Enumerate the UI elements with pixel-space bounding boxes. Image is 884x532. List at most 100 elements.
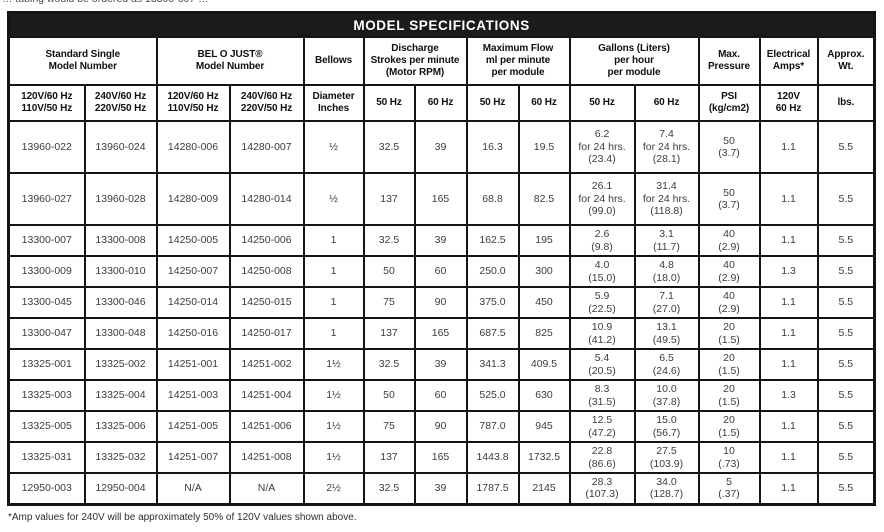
table-cell: 5.5	[816, 317, 876, 350]
table-cell: 82.5	[518, 172, 571, 226]
table-cell: 409.5	[518, 348, 571, 381]
table-cell: 20 (1.5)	[697, 379, 761, 412]
table-cell: 19.5	[518, 120, 571, 174]
table-cell: 1	[302, 224, 365, 257]
table-cell: 75	[362, 410, 416, 443]
table-cell: 3.1 (11.7)	[634, 224, 700, 257]
table-cell: 5.4 (20.5)	[568, 348, 636, 381]
column-subheader: 120V/60 Hz 110V/50 Hz	[7, 84, 86, 122]
table-cell: N/A	[155, 472, 231, 505]
table-cell: 5.5	[816, 379, 876, 412]
table-cell: 13960-024	[84, 120, 158, 174]
table-row: 13325-001 13325-002 14251-001 14251-002 1½ 32…	[7, 348, 876, 381]
column-subheader: lbs.	[816, 84, 876, 122]
table-cell: 20 (1.5)	[697, 348, 761, 381]
table-row: 13325-003 13325-004 14251-003 14251-004 1½ 50…	[7, 379, 876, 412]
table-cell: 10 (.73)	[697, 441, 761, 474]
table-cell: 39	[414, 224, 468, 257]
table-cell: 300	[518, 255, 571, 288]
table-cell: 13960-028	[84, 172, 158, 226]
table-row: 12950-003 12950-004 N/A N/A 2½ 32.5 39 1787.5 21…	[7, 472, 876, 505]
table-cell: 40 (2.9)	[697, 286, 761, 319]
table-cell: 13325-031	[7, 441, 86, 474]
table-cell: 2½	[302, 472, 365, 505]
column-group-header: Discharge Strokes per minute (Motor RPM)	[362, 36, 468, 86]
table-cell: 1732.5	[518, 441, 571, 474]
table-cell: 2.6 (9.8)	[568, 224, 636, 257]
table-cell: 13300-007	[7, 224, 86, 257]
table-cell: 787.0	[465, 410, 520, 443]
table-cell: 60	[414, 255, 468, 288]
table-cell: ½	[302, 120, 365, 174]
table-cell: 7.1 (27.0)	[634, 286, 700, 319]
table-cell: 50 (3.7)	[697, 120, 761, 174]
table-cell: 250.0	[465, 255, 520, 288]
table-cell: 5 (.37)	[697, 472, 761, 505]
table-cell: 165	[414, 172, 468, 226]
table-cell: 5.5	[816, 286, 876, 319]
table-cell: 1	[302, 286, 365, 319]
table-cell: 13300-010	[84, 255, 158, 288]
table-cell: 22.8 (86.6)	[568, 441, 636, 474]
table-cell: 13960-022	[7, 120, 86, 174]
table-cell: 8.3 (31.5)	[568, 379, 636, 412]
table-cell: 14250-015	[229, 286, 305, 319]
table-cell: 13325-005	[7, 410, 86, 443]
table-row: 13300-009 13300-010 14250-007 14250-008 1 50 6…	[7, 255, 876, 288]
table-cell: 137	[362, 441, 416, 474]
table-row: 13960-027 13960-028 14280-009 14280-014 ½ 137…	[7, 172, 876, 226]
table-cell: 5.5	[816, 410, 876, 443]
table-cell: 1	[302, 317, 365, 350]
table-cell: 32.5	[362, 120, 416, 174]
table-cell: 1.1	[758, 286, 819, 319]
column-group-header: Gallons (Liters) per hour per module	[568, 36, 700, 86]
table-cell: 6.2 for 24 hrs. (23.4)	[568, 120, 636, 174]
column-subheader: 50 Hz	[568, 84, 636, 122]
column-subheader: 60 Hz	[518, 84, 571, 122]
table-cell: 1.1	[758, 410, 819, 443]
table-cell: 5.5	[816, 172, 876, 226]
table-cell: 14280-007	[229, 120, 305, 174]
column-subheader: 240V/60 Hz 220V/50 Hz	[84, 84, 158, 122]
table-cell: 14280-014	[229, 172, 305, 226]
column-group-header: Bellows	[302, 36, 365, 86]
column-subheader: 120V/60 Hz 110V/50 Hz	[155, 84, 231, 122]
cropped-top-text-content: … tubing would be ordered as 13300-007 …	[2, 0, 442, 5]
table-cell: N/A	[229, 472, 305, 505]
table-cell: 7.4 for 24 hrs. (28.1)	[634, 120, 700, 174]
table-cell: 13300-048	[84, 317, 158, 350]
table-cell: 1½	[302, 379, 365, 412]
table-cell: 14251-003	[155, 379, 231, 412]
table-cell: 50	[362, 255, 416, 288]
column-subheader: 60 Hz	[414, 84, 468, 122]
table-cell: 50	[362, 379, 416, 412]
table-cell: 40 (2.9)	[697, 224, 761, 257]
table-cell: 5.5	[816, 120, 876, 174]
table-cell: 13300-008	[84, 224, 158, 257]
table-cell: 14250-007	[155, 255, 231, 288]
table-row: 13325-005 13325-006 14251-005 14251-006 1½ 75…	[7, 410, 876, 443]
table-cell: 32.5	[362, 224, 416, 257]
table-cell: 90	[414, 410, 468, 443]
table-cell: 26.1 for 24 hrs. (99.0)	[568, 172, 636, 226]
table-cell: 1.3	[758, 255, 819, 288]
table-cell: 12950-003	[7, 472, 86, 505]
table-cell: 1.1	[758, 120, 819, 174]
amp-values-footnote: *Amp values for 240V will be approximate…	[8, 512, 357, 523]
table-cell: 5.9 (22.5)	[568, 286, 636, 319]
table-cell: 50 (3.7)	[697, 172, 761, 226]
table-cell: 27.5 (103.9)	[634, 441, 700, 474]
table-cell: 32.5	[362, 472, 416, 505]
table-cell: 14250-006	[229, 224, 305, 257]
table-cell: 39	[414, 472, 468, 505]
table-row: 13300-007 13300-008 14250-005 14250-006 1 32.…	[7, 224, 876, 257]
table-cell: 162.5	[465, 224, 520, 257]
table-cell: 15.0 (56.7)	[634, 410, 700, 443]
table-cell: 28.3 (107.3)	[568, 472, 636, 505]
table-cell: 60	[414, 379, 468, 412]
table-cell: 5.5	[816, 348, 876, 381]
column-subheader: 60 Hz	[634, 84, 700, 122]
table-cell: 1.1	[758, 441, 819, 474]
column-subheader: 120V 60 Hz	[758, 84, 819, 122]
